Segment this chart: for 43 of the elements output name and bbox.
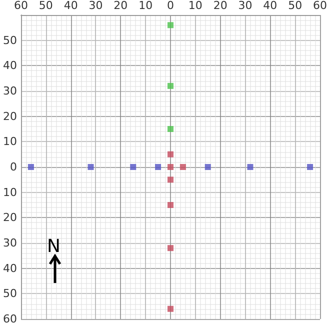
x-tick-label: 60 (14, 0, 28, 12)
x-tick-label: 50 (288, 0, 302, 12)
point (168, 164, 174, 170)
point (168, 306, 174, 312)
point (155, 164, 162, 170)
x-tick-label: 20 (213, 0, 228, 12)
y-tick-label: 30 (2, 236, 17, 250)
y-tick-label: 40 (2, 262, 17, 275)
point (130, 164, 136, 170)
point (204, 164, 211, 170)
point (180, 164, 186, 170)
point (168, 82, 174, 89)
point (168, 176, 174, 183)
point (168, 126, 174, 132)
y-tick-label: 40 (2, 59, 17, 72)
x-tick-label: 0 (167, 0, 174, 12)
y-tick-label: 50 (2, 34, 17, 47)
x-tick-label: 30 (238, 0, 252, 12)
annotation: N (47, 236, 60, 257)
point (307, 164, 314, 170)
x-tick-label: 10 (188, 0, 202, 12)
x-tick-label: 10 (138, 0, 153, 12)
y-tick-label: 20 (2, 110, 17, 123)
y-tick-label: 10 (2, 186, 17, 199)
x-tick-label: 40 (64, 0, 78, 12)
y-tick-label: 20 (2, 211, 17, 224)
y-tick-label: 30 (2, 84, 17, 98)
x-tick-label: 30 (88, 0, 103, 12)
y-tick-label: 10 (2, 135, 17, 148)
y-tick-label: 50 (2, 287, 17, 300)
x-tick-label: 60 (313, 0, 327, 12)
point (168, 245, 174, 252)
point (247, 164, 254, 170)
point (28, 164, 34, 170)
x-tick-label: 40 (263, 0, 278, 12)
point (168, 22, 174, 28)
y-tick-label: 0 (10, 160, 17, 174)
y-tick-label: 60 (2, 312, 17, 326)
x-tick-label: 50 (38, 0, 53, 12)
point (168, 202, 174, 208)
point (88, 164, 94, 170)
x-tick-label: 20 (114, 0, 128, 12)
point (168, 151, 174, 158)
